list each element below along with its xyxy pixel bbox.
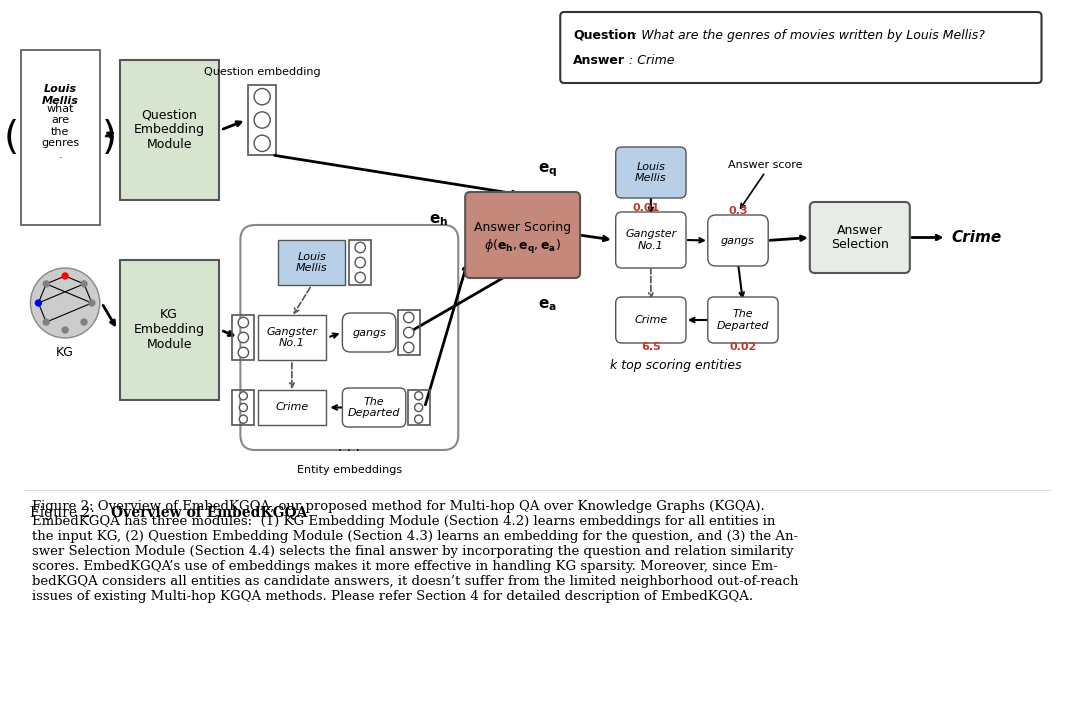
Text: Figure 2:: Figure 2: — [30, 506, 99, 520]
FancyBboxPatch shape — [707, 215, 768, 266]
Text: Answer score: Answer score — [728, 160, 802, 170]
Circle shape — [30, 268, 99, 338]
Text: Entity embeddings: Entity embeddings — [297, 465, 402, 475]
Text: Louis
Mellis: Louis Mellis — [635, 162, 666, 183]
Bar — [248, 85, 276, 155]
Text: Answer Scoring: Answer Scoring — [474, 221, 571, 233]
Text: Crime: Crime — [634, 315, 667, 325]
Circle shape — [81, 319, 87, 325]
Text: ): ) — [102, 119, 117, 156]
Bar — [278, 240, 346, 285]
FancyBboxPatch shape — [561, 12, 1041, 83]
Text: what
are
the
genres
.: what are the genres . — [41, 103, 79, 172]
Circle shape — [355, 243, 365, 252]
Circle shape — [254, 135, 270, 151]
Circle shape — [63, 327, 68, 333]
Text: KG: KG — [56, 346, 75, 359]
Bar — [21, 50, 99, 225]
FancyBboxPatch shape — [616, 147, 686, 198]
Circle shape — [355, 272, 365, 283]
Text: 0.3: 0.3 — [728, 206, 747, 216]
Circle shape — [404, 342, 414, 353]
Text: gangs: gangs — [721, 235, 755, 245]
FancyBboxPatch shape — [810, 202, 909, 273]
Bar — [232, 315, 254, 360]
Text: Gangster
No.1: Gangster No.1 — [267, 327, 318, 349]
Text: Question embedding: Question embedding — [204, 67, 321, 77]
Text: $\mathbf{e_h}$: $\mathbf{e_h}$ — [429, 212, 448, 228]
Bar — [258, 315, 325, 360]
Bar — [120, 60, 218, 200]
Circle shape — [239, 332, 248, 343]
FancyBboxPatch shape — [707, 297, 778, 343]
Circle shape — [240, 404, 247, 411]
Circle shape — [89, 300, 95, 306]
Circle shape — [254, 112, 270, 128]
Text: Question
Embedding
Module: Question Embedding Module — [134, 108, 204, 151]
FancyBboxPatch shape — [342, 313, 396, 352]
Text: 6.5: 6.5 — [642, 342, 661, 352]
Text: : What are the genres of movies written by Louis Mellis?: : What are the genres of movies written … — [633, 28, 984, 42]
Circle shape — [415, 415, 422, 423]
Text: Crime: Crime — [951, 230, 1001, 245]
Text: Figure 2: Overview of EmbedKGQA, our proposed method for Multi-hop QA over Knowl: Figure 2: Overview of EmbedKGQA, our pro… — [32, 500, 799, 603]
Text: The
Departed: The Departed — [717, 309, 769, 331]
Circle shape — [404, 312, 414, 323]
Text: $\mathbf{e_a}$: $\mathbf{e_a}$ — [538, 297, 557, 313]
Text: Question: Question — [573, 28, 636, 42]
Bar — [349, 240, 372, 285]
Text: Louis
Mellis: Louis Mellis — [296, 252, 327, 274]
Circle shape — [415, 392, 422, 400]
Bar — [397, 310, 420, 355]
FancyBboxPatch shape — [616, 212, 686, 268]
Circle shape — [415, 404, 422, 411]
Circle shape — [43, 281, 50, 287]
Text: Answer
Selection: Answer Selection — [831, 223, 889, 252]
Text: k top scoring entities: k top scoring entities — [610, 358, 742, 371]
Text: Overview of EmbedKGQA: Overview of EmbedKGQA — [111, 506, 308, 520]
Circle shape — [63, 273, 68, 279]
Text: gangs: gangs — [352, 327, 386, 337]
Circle shape — [239, 347, 248, 358]
Circle shape — [240, 415, 247, 423]
Text: $\mathbf{e_q}$: $\mathbf{e_q}$ — [538, 161, 557, 179]
Text: KG
Embedding
Module: KG Embedding Module — [134, 308, 204, 351]
Bar — [232, 390, 254, 425]
Text: . . .: . . . — [338, 440, 361, 454]
Circle shape — [240, 392, 247, 400]
Circle shape — [404, 327, 414, 338]
Text: $\phi(\mathbf{e_h}, \mathbf{e_q}, \mathbf{e_a})$: $\phi(\mathbf{e_h}, \mathbf{e_q}, \mathb… — [484, 238, 562, 256]
FancyBboxPatch shape — [616, 297, 686, 343]
Circle shape — [81, 281, 87, 287]
Text: (: ( — [3, 119, 18, 156]
Bar — [258, 390, 325, 425]
Text: Crime: Crime — [275, 402, 309, 412]
Text: 0.01: 0.01 — [632, 203, 660, 213]
Circle shape — [239, 317, 248, 328]
Circle shape — [254, 88, 270, 105]
FancyBboxPatch shape — [465, 192, 580, 278]
Bar — [408, 390, 430, 425]
Text: : Crime: : Crime — [624, 54, 674, 66]
Text: Answer: Answer — [573, 54, 625, 66]
FancyBboxPatch shape — [342, 388, 406, 427]
Text: 0.02: 0.02 — [729, 342, 757, 352]
Circle shape — [355, 257, 365, 268]
Circle shape — [36, 300, 41, 306]
Circle shape — [43, 319, 50, 325]
Text: Louis
Mellis: Louis Mellis — [42, 84, 79, 106]
Bar — [120, 260, 218, 400]
FancyBboxPatch shape — [241, 225, 458, 450]
Text: Gangster
No.1: Gangster No.1 — [625, 229, 676, 251]
Text: The
Departed: The Departed — [348, 397, 401, 419]
